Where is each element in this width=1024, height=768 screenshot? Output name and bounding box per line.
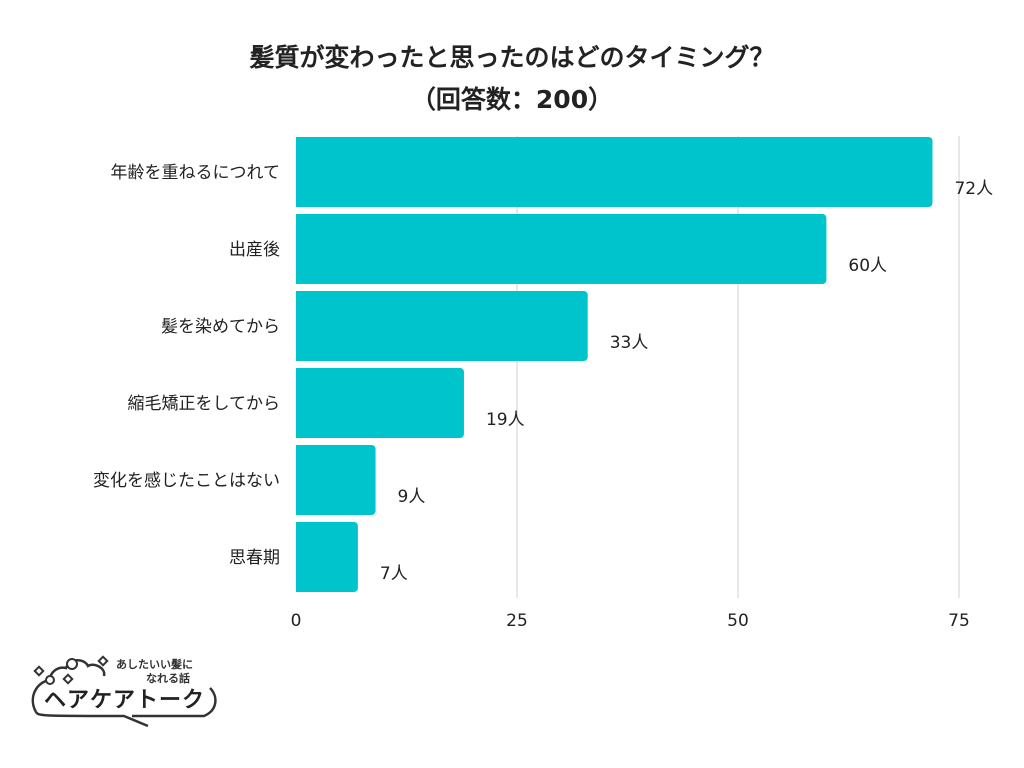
data-label: 9人 [398,487,426,507]
category-label: 変化を感じたことはない [93,471,280,491]
bar [296,137,933,207]
brand-logo: あしたいい髪に なれる話 ヘアケアトーク [28,650,228,735]
category-label: 髪を染めてから [161,317,280,337]
x-tick-label: 50 [727,611,749,631]
chart-subtitle: （回答数：200） [410,85,614,114]
data-label: 7人 [380,564,408,584]
bar [296,522,358,592]
category-label: 縮毛矯正をしてから [128,394,281,414]
x-tick-label: 75 [948,611,970,631]
category-label: 思春期 [229,548,280,568]
logo-tagline: あしたいい髪に [116,658,193,671]
bar [296,368,464,438]
x-tick-label: 0 [291,611,302,631]
bar [296,445,376,515]
logo-name: ヘアケアトーク [44,688,206,713]
logo-tagline: なれる話 [146,672,190,685]
x-tick-label: 25 [506,611,528,631]
data-label: 60人 [848,256,887,276]
data-label: 33人 [610,333,649,353]
cloud-speech-bubble-icon [31,655,217,728]
bar [295,291,588,361]
data-label: 72人 [954,179,993,199]
category-label: 出産後 [229,240,280,260]
bar [296,214,827,284]
chart-title: 髪質が変わったと思ったのはどのタイミング？ [249,43,775,72]
category-label: 年齢を重ねるにつれて [111,163,281,183]
data-label: 19人 [486,410,525,430]
